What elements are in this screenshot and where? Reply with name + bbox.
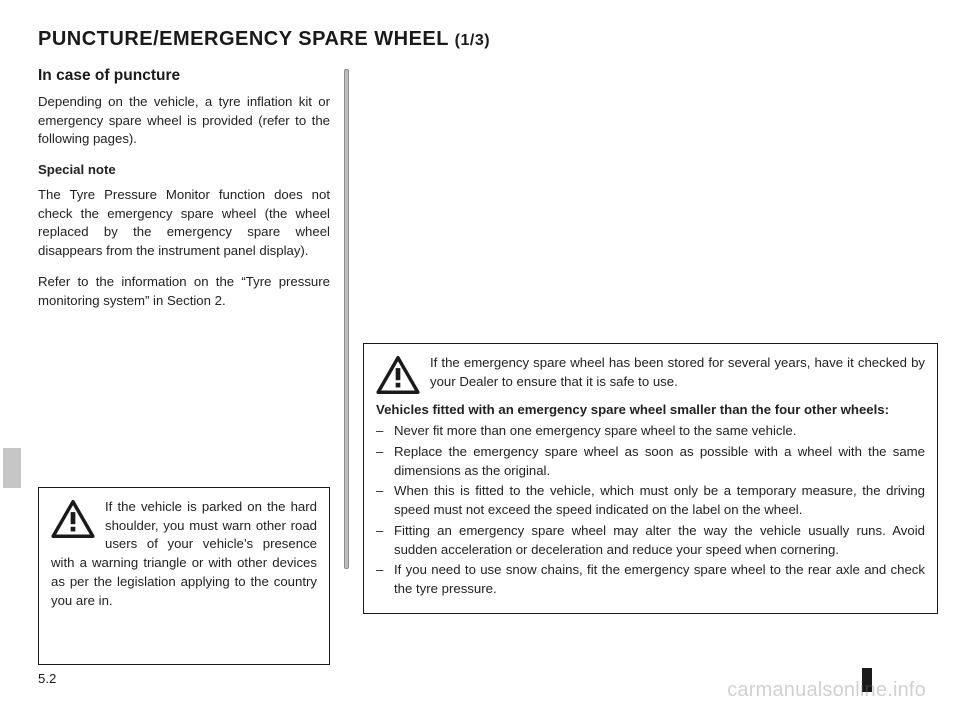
warning-icon xyxy=(376,356,420,394)
list-item: When this is fitted to the vehicle, whic… xyxy=(376,482,925,519)
list-item: Replace the emergency spare wheel as soo… xyxy=(376,443,925,480)
list-item: Fitting an emergency spare wheel may alt… xyxy=(376,522,925,559)
warning-box-spare-wheel: If the emergency spare wheel has been st… xyxy=(363,343,938,614)
right-column: If the emergency spare wheel has been st… xyxy=(363,67,928,569)
list-item: If you need to use snow chains, fit the … xyxy=(376,561,925,598)
left-paragraph-1: Depending on the vehicle, a tyre infla­t… xyxy=(38,93,330,149)
title-main: PUNCTURE/EMERGENCY SPARE WHEEL xyxy=(38,28,455,50)
list-item: Never fit more than one emergency spare … xyxy=(376,422,925,441)
warning-spare-intro: If the emergency spare wheel has been st… xyxy=(376,354,925,391)
warning-spare-bold: Vehicles fitted with an emergency spare … xyxy=(376,401,925,420)
column-divider xyxy=(344,69,349,569)
manual-page: PUNCTURE/EMERGENCY SPARE WHEEL (1/3) In … xyxy=(0,0,960,710)
warning-spare-list: Never fit more than one emergency spare … xyxy=(376,422,925,599)
page-number: 5.2 xyxy=(38,671,56,686)
content-columns: In case of puncture Depending on the veh… xyxy=(38,67,928,569)
special-note-heading: Special note xyxy=(38,161,330,180)
page-title: PUNCTURE/EMERGENCY SPARE WHEEL (1/3) xyxy=(38,28,928,51)
title-sub: (1/3) xyxy=(455,32,490,49)
warning-box-parked: If the vehicle is parked on the hard sho… xyxy=(38,487,330,665)
section-tab xyxy=(3,448,21,488)
left-column: In case of puncture Depending on the veh… xyxy=(38,67,330,569)
left-paragraph-3: Refer to the information on the “Tyre pr… xyxy=(38,273,330,310)
watermark: carmanualsonline.info xyxy=(727,679,926,702)
left-heading: In case of puncture xyxy=(38,67,330,85)
warning-icon xyxy=(51,500,95,538)
left-paragraph-2: The Tyre Pressure Monitor function does … xyxy=(38,186,330,261)
